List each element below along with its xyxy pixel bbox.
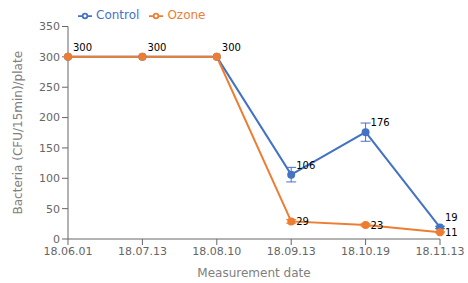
svg-text:19: 19 <box>445 212 458 223</box>
svg-text:150: 150 <box>39 142 60 155</box>
svg-text:300: 300 <box>39 51 60 64</box>
svg-text:50: 50 <box>46 203 60 216</box>
svg-text:176: 176 <box>371 117 390 128</box>
svg-text:250: 250 <box>39 81 60 94</box>
svg-text:106: 106 <box>296 160 315 171</box>
svg-text:350: 350 <box>39 20 60 33</box>
svg-text:23: 23 <box>371 220 384 231</box>
svg-text:300: 300 <box>73 42 92 53</box>
svg-text:18.06.01: 18.06.01 <box>44 245 93 258</box>
html-text:Control: Control <box>96 8 140 22</box>
svg-text:18.11.13: 18.11.13 <box>416 245 460 258</box>
svg-text:11: 11 <box>445 227 458 238</box>
svg-text:29: 29 <box>296 216 309 227</box>
svg-text:18.07.13: 18.07.13 <box>118 245 167 258</box>
svg-text:18.08.10: 18.08.10 <box>192 245 241 258</box>
svg-text:18.09.13: 18.09.13 <box>267 245 316 258</box>
svg-text:Bacteria (CFU/15min)/plate: Bacteria (CFU/15min)/plate <box>11 51 25 215</box>
svg-text:300: 300 <box>147 42 166 53</box>
svg-text:100: 100 <box>39 172 60 185</box>
svg-text:200: 200 <box>39 111 60 124</box>
html-text:Ozone: Ozone <box>167 8 206 22</box>
svg-text:18.10.19: 18.10.19 <box>341 245 390 258</box>
svg-text:0: 0 <box>53 233 60 246</box>
svg-text:300: 300 <box>222 42 241 53</box>
svg-text:Measurement date: Measurement date <box>197 266 310 280</box>
